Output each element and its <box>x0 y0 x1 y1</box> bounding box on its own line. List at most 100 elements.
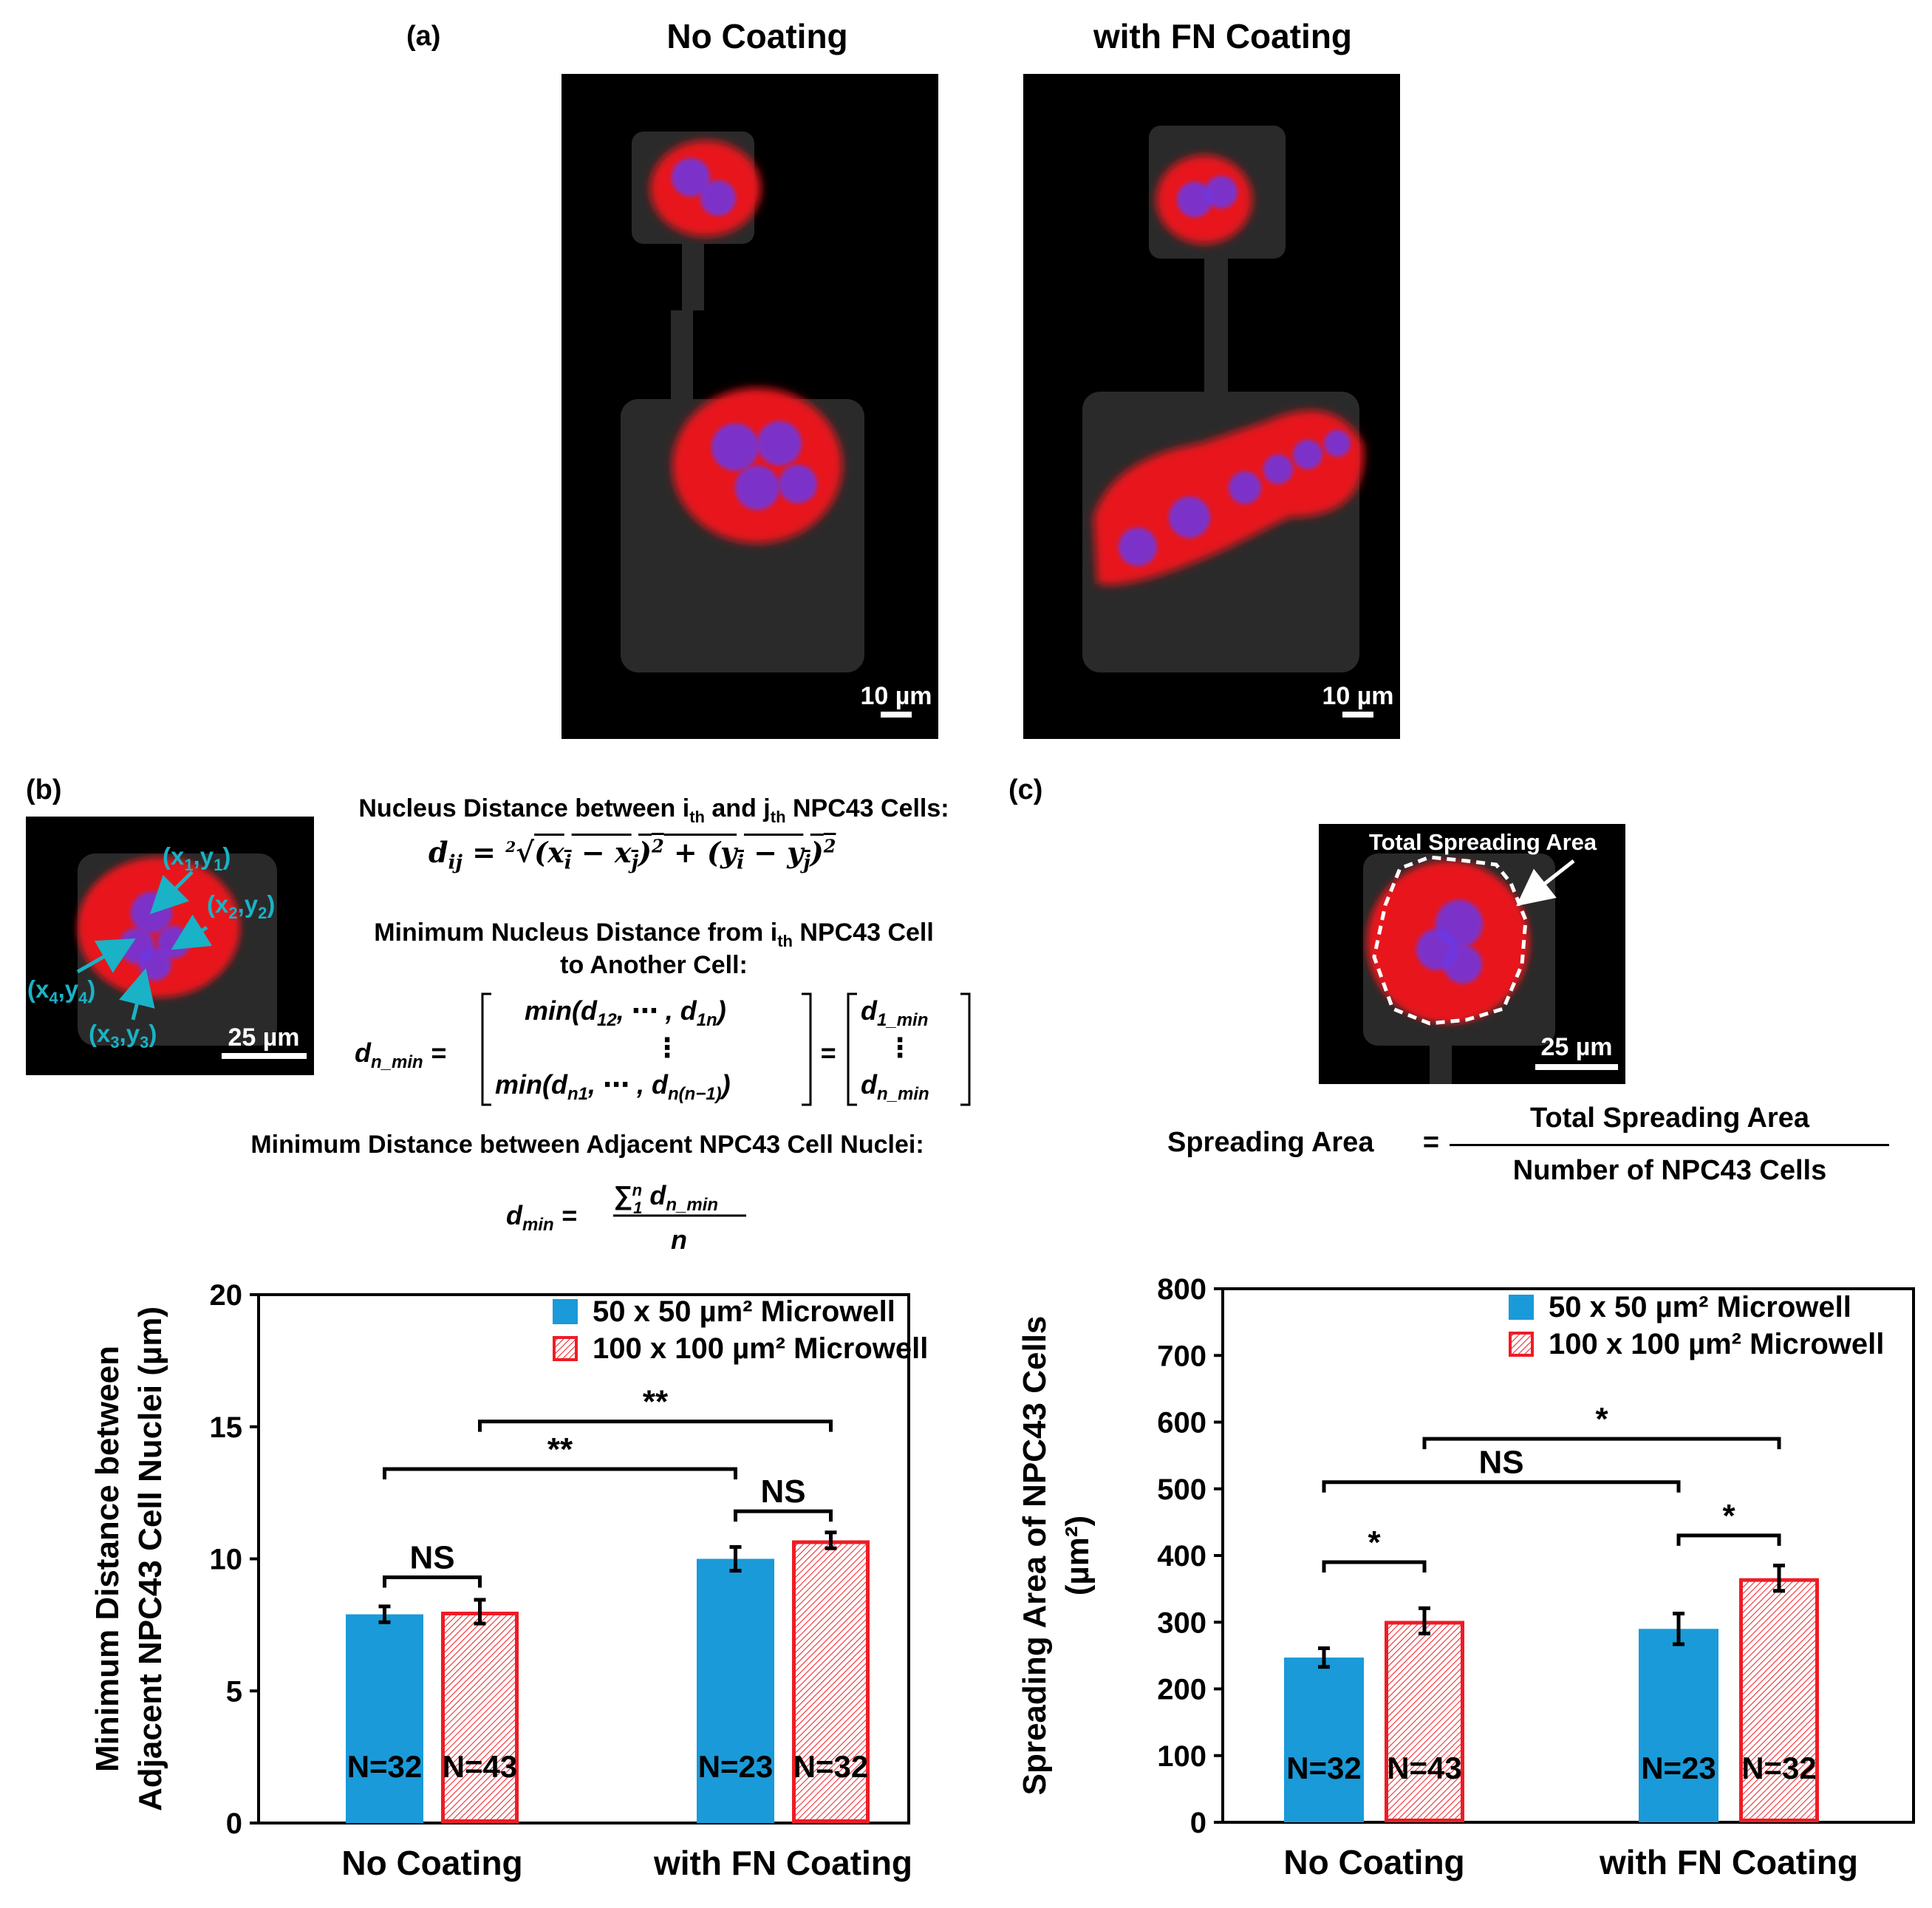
x-tick-label: with FN Coating <box>1599 1843 1858 1881</box>
significance-bracket: NS <box>383 1540 482 1588</box>
nucleus <box>779 465 817 503</box>
n-label: N=32 <box>1741 1751 1817 1785</box>
bar-50x50 <box>1639 1629 1718 1822</box>
bar-100x100 <box>441 1612 519 1823</box>
nucleus <box>1205 176 1238 208</box>
y-tick-label: 5 <box>226 1675 242 1708</box>
significance-label: * <box>1368 1524 1381 1561</box>
bar-50x50 <box>346 1614 423 1823</box>
svg-text:min(dn1, ⋯ , dn(n−1)): min(dn1, ⋯ , dn(n−1)) <box>495 1069 731 1104</box>
bracket-line <box>383 1575 482 1588</box>
legend-swatch-100x100 <box>553 1336 578 1361</box>
x-tick-label: No Coating <box>1283 1843 1464 1881</box>
scale-label: 25 µm <box>228 1023 299 1052</box>
micrograph-spreading-area: Total Spreading Area 25 µm <box>1319 824 1625 1084</box>
legend: 50 x 50 µm² Microwell 100 x 100 µm² Micro… <box>553 1295 928 1365</box>
significance-bracket: NS <box>734 1473 833 1522</box>
y-axis-label-line2: (µm²) <box>1059 1516 1096 1595</box>
y-tick-label: 700 <box>1157 1340 1206 1372</box>
y-tick-label: 20 <box>210 1279 243 1312</box>
y-axis-label-line1: Spreading Area of NPC43 Cells <box>1017 1316 1053 1796</box>
legend-label-50x50: 50 x 50 µm² Microwell <box>593 1295 895 1328</box>
eq1-title: Nucleus Distance between ith and jth NPC… <box>358 794 949 826</box>
y-tick-label: 800 <box>1157 1273 1206 1306</box>
nucleus <box>700 180 736 216</box>
bracket-line <box>1676 1533 1781 1546</box>
scale-label: 10 µm <box>1322 682 1393 710</box>
panel-a-label: (a) <box>406 21 441 52</box>
image-annotation: Total Spreading Area <box>1369 829 1597 855</box>
eq3-title: Minimum Distance between Adjacent NPC43 … <box>250 1131 924 1159</box>
arrow <box>149 870 194 915</box>
significance-label: * <box>1595 1401 1608 1437</box>
y-tick-label: 300 <box>1157 1607 1206 1639</box>
svg-text:dn_min: dn_min <box>861 1069 929 1104</box>
chart-spreading-area: 0 100 200 300 400 500 600 700 800 Spreading Area … <box>1017 1273 1915 1881</box>
coord-label-1: (x1,y1) <box>163 842 231 874</box>
significance-label: ** <box>643 1384 669 1420</box>
n-label: N=23 <box>698 1749 774 1784</box>
panel-c-label: (c) <box>1008 774 1043 805</box>
col1-title: No Coating <box>666 17 848 55</box>
n-label: N=23 <box>1641 1751 1716 1785</box>
y-axis-label-line1: Minimum Distance between <box>89 1346 126 1772</box>
svg-text:=: = <box>820 1038 836 1068</box>
eq3-formula: dmin = ∑n 1 dn_min n <box>506 1180 746 1255</box>
bracket-line <box>734 1509 833 1522</box>
legend: 50 x 50 µm² Microwell 100 x 100 µm² Micro… <box>1509 1291 1884 1360</box>
scale-label: 10 µm <box>860 682 932 710</box>
col2-title: with FN Coating <box>1093 17 1353 55</box>
scale-bar <box>1342 712 1373 718</box>
nucleus <box>735 466 779 510</box>
micrograph-nucleus-coords: (x1,y1) (x2,y2) (x4,y4) (x3,y3) 25 µm <box>26 817 314 1075</box>
significance-label: * <box>1722 1498 1735 1534</box>
nucleus <box>672 158 710 197</box>
nucleus <box>1324 430 1351 457</box>
formula-equals: = <box>1422 1127 1440 1158</box>
y-tick-label: 500 <box>1157 1473 1206 1506</box>
arrow <box>171 914 213 950</box>
arrow <box>119 968 155 1021</box>
y-tick-label: 10 <box>210 1544 243 1576</box>
significance-label: ** <box>547 1431 573 1468</box>
svg-text:⋮: ⋮ <box>887 1032 913 1063</box>
legend-label-50x50: 50 x 50 µm² Microwell <box>1549 1291 1851 1323</box>
y-tick-label: 0 <box>1190 1807 1206 1839</box>
n-label: N=32 <box>1286 1751 1362 1785</box>
n-label: N=32 <box>347 1749 423 1784</box>
legend-label-100x100: 100 x 100 µm² Microwell <box>593 1332 928 1365</box>
y-axis-label: Spreading Area of NPC43 Cells (µm²) <box>1017 1316 1096 1796</box>
n-label: N=43 <box>443 1749 518 1784</box>
svg-text:dmin =: dmin = <box>506 1200 577 1235</box>
legend-swatch-50x50 <box>1509 1295 1534 1320</box>
bracket-line <box>478 1420 833 1432</box>
micrograph-fn-coating: 10 µm <box>1023 74 1400 739</box>
legend-swatch-50x50 <box>553 1299 578 1324</box>
significance-bracket: * <box>1322 1524 1427 1573</box>
y-tick-label: 200 <box>1157 1674 1206 1706</box>
bracket-line <box>383 1467 737 1479</box>
y-tick-label: 0 <box>226 1808 242 1840</box>
scale-bar <box>1535 1064 1618 1070</box>
svg-text:∑n1 dn_min: ∑n 1 dn_min <box>613 1180 718 1217</box>
nucleus <box>1263 454 1293 484</box>
chart-min-distance: 0 5 10 15 20 Minimum Distance between Adjacent… <box>89 1279 928 1882</box>
significance-bracket: * <box>1676 1498 1781 1546</box>
nucleus <box>1444 945 1482 984</box>
spreading-outline <box>1372 855 1528 1026</box>
legend-label-100x100: 100 x 100 µm² Microwell <box>1549 1328 1884 1360</box>
nucleus <box>1229 471 1261 504</box>
significance-bracket: ** <box>478 1384 833 1432</box>
bar-100x100 <box>1385 1621 1464 1822</box>
nucleus <box>1177 182 1212 217</box>
y-tick-label: 600 <box>1157 1407 1206 1439</box>
formula-denominator: Number of NPC43 Cells <box>1512 1155 1827 1186</box>
eq1-formula: dij = 2√(xi − xj)2 + (yi − yj)2 <box>429 835 836 874</box>
panel-b-label: (b) <box>26 774 62 805</box>
y-axis-label-line2: Adjacent NPC43 Cell Nuclei (µm) <box>132 1306 168 1811</box>
significance-bracket: NS <box>1322 1445 1681 1493</box>
y-tick-label: 100 <box>1157 1740 1206 1773</box>
formula-numerator: Total Spreading Area <box>1530 1103 1809 1134</box>
y-tick-label: 15 <box>210 1411 243 1444</box>
significance-bracket: * <box>1422 1401 1781 1450</box>
